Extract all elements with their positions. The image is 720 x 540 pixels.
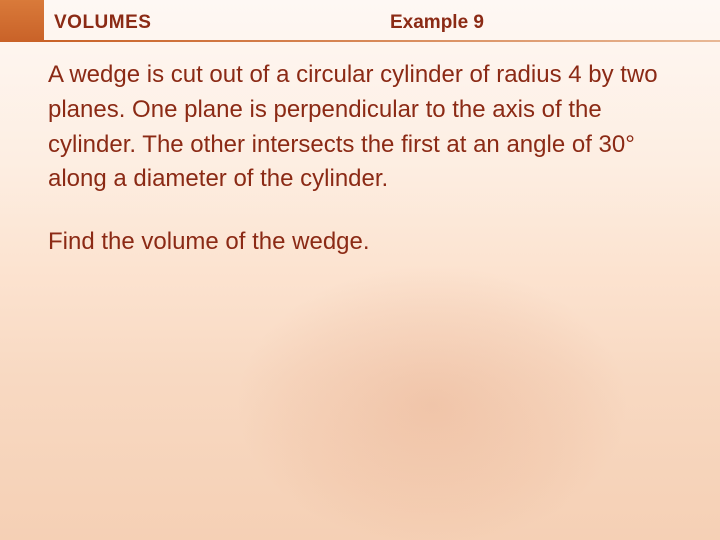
content-area: A wedge is cut out of a circular cylinde… <box>48 58 680 260</box>
paragraph-1: A wedge is cut out of a circular cylinde… <box>48 58 680 197</box>
accent-strip <box>0 0 44 42</box>
paragraph-2: Find the volume of the wedge. <box>48 225 680 260</box>
example-label: Example 9 <box>390 12 484 34</box>
header-bar: VOLUMES Example 9 <box>0 0 720 42</box>
section-title: VOLUMES <box>54 12 151 34</box>
header-underline <box>44 40 720 42</box>
